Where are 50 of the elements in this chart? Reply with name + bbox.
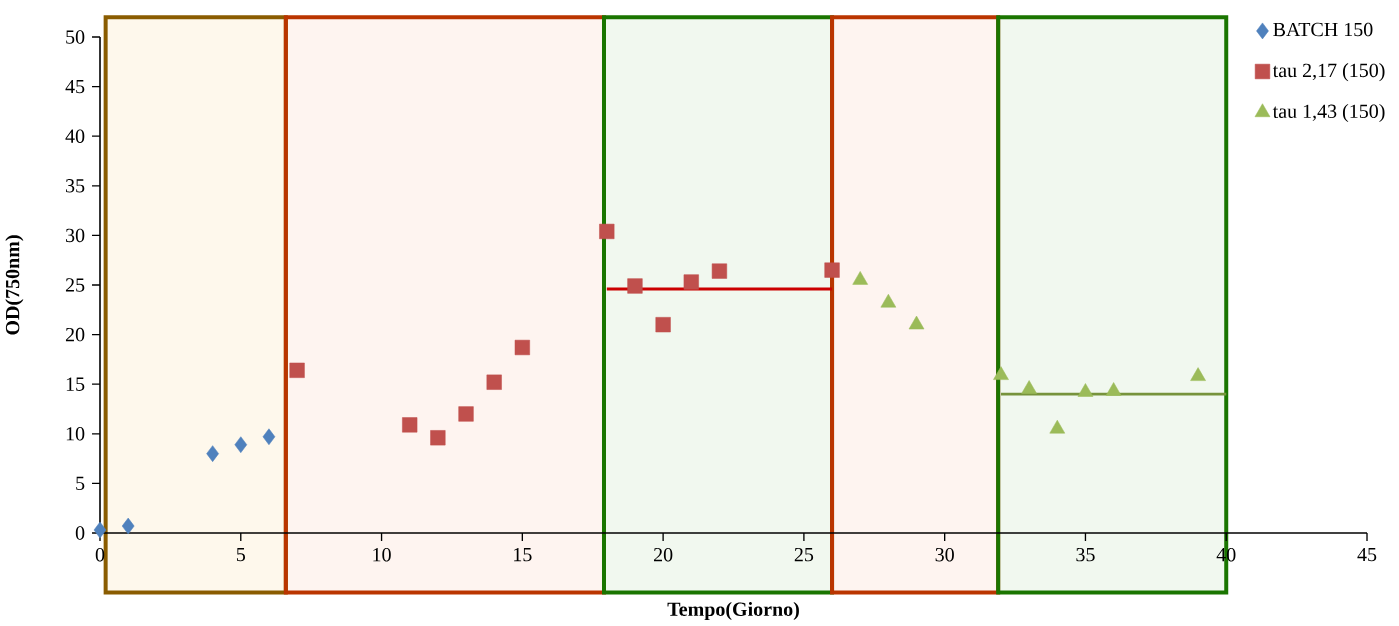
point xyxy=(1049,419,1066,434)
point xyxy=(1021,380,1037,394)
y-tick-label: 30 xyxy=(66,228,85,243)
point xyxy=(121,517,135,535)
point xyxy=(289,362,305,378)
point xyxy=(1190,367,1206,381)
x-tick-label: 10 xyxy=(373,547,391,562)
point xyxy=(514,339,530,356)
point xyxy=(880,293,897,308)
y-axis-title: OD(750nm) xyxy=(5,235,24,335)
point xyxy=(824,262,840,278)
y-tick-label: 45 xyxy=(65,79,85,94)
y-tick-label: 5 xyxy=(76,476,85,491)
point xyxy=(402,417,418,433)
x-axis-title: Tempo(Giorno) xyxy=(667,601,799,621)
point xyxy=(599,223,615,240)
point xyxy=(486,374,502,390)
y-tick-label: 35 xyxy=(66,179,85,193)
x-tick-label: 35 xyxy=(1076,547,1095,562)
legend-label: tau 2,17 (150) xyxy=(1272,63,1385,82)
y-tick-label: 20 xyxy=(65,327,85,342)
point xyxy=(458,406,474,422)
point xyxy=(262,428,276,446)
y-tick-label: 0 xyxy=(75,526,85,540)
point xyxy=(852,271,868,285)
point xyxy=(655,317,671,333)
x-tick-label: 30 xyxy=(935,547,954,562)
x-tick-label: 5 xyxy=(236,547,246,562)
point xyxy=(683,274,699,290)
y-tick-label: 25 xyxy=(65,278,85,292)
point xyxy=(1105,382,1122,396)
y-tick-label: 50 xyxy=(66,30,85,44)
point xyxy=(1077,383,1094,397)
legend-label: BATCH 150 xyxy=(1273,22,1373,37)
y-tick-label: 40 xyxy=(65,129,85,143)
point xyxy=(430,430,446,446)
legend-label: tau 1,43 (150) xyxy=(1272,103,1385,123)
x-tick-label: 25 xyxy=(794,547,814,562)
x-tick-label: 45 xyxy=(1357,547,1377,562)
point xyxy=(93,521,107,539)
point xyxy=(206,445,219,462)
point xyxy=(627,278,643,294)
point xyxy=(908,315,925,330)
x-tick-label: 15 xyxy=(514,547,532,562)
point xyxy=(711,263,728,279)
point xyxy=(993,366,1009,380)
y-tick-label: 10 xyxy=(66,427,85,441)
y-tick-label: 15 xyxy=(66,377,85,391)
x-tick-label: 20 xyxy=(654,547,673,562)
point xyxy=(234,436,248,453)
